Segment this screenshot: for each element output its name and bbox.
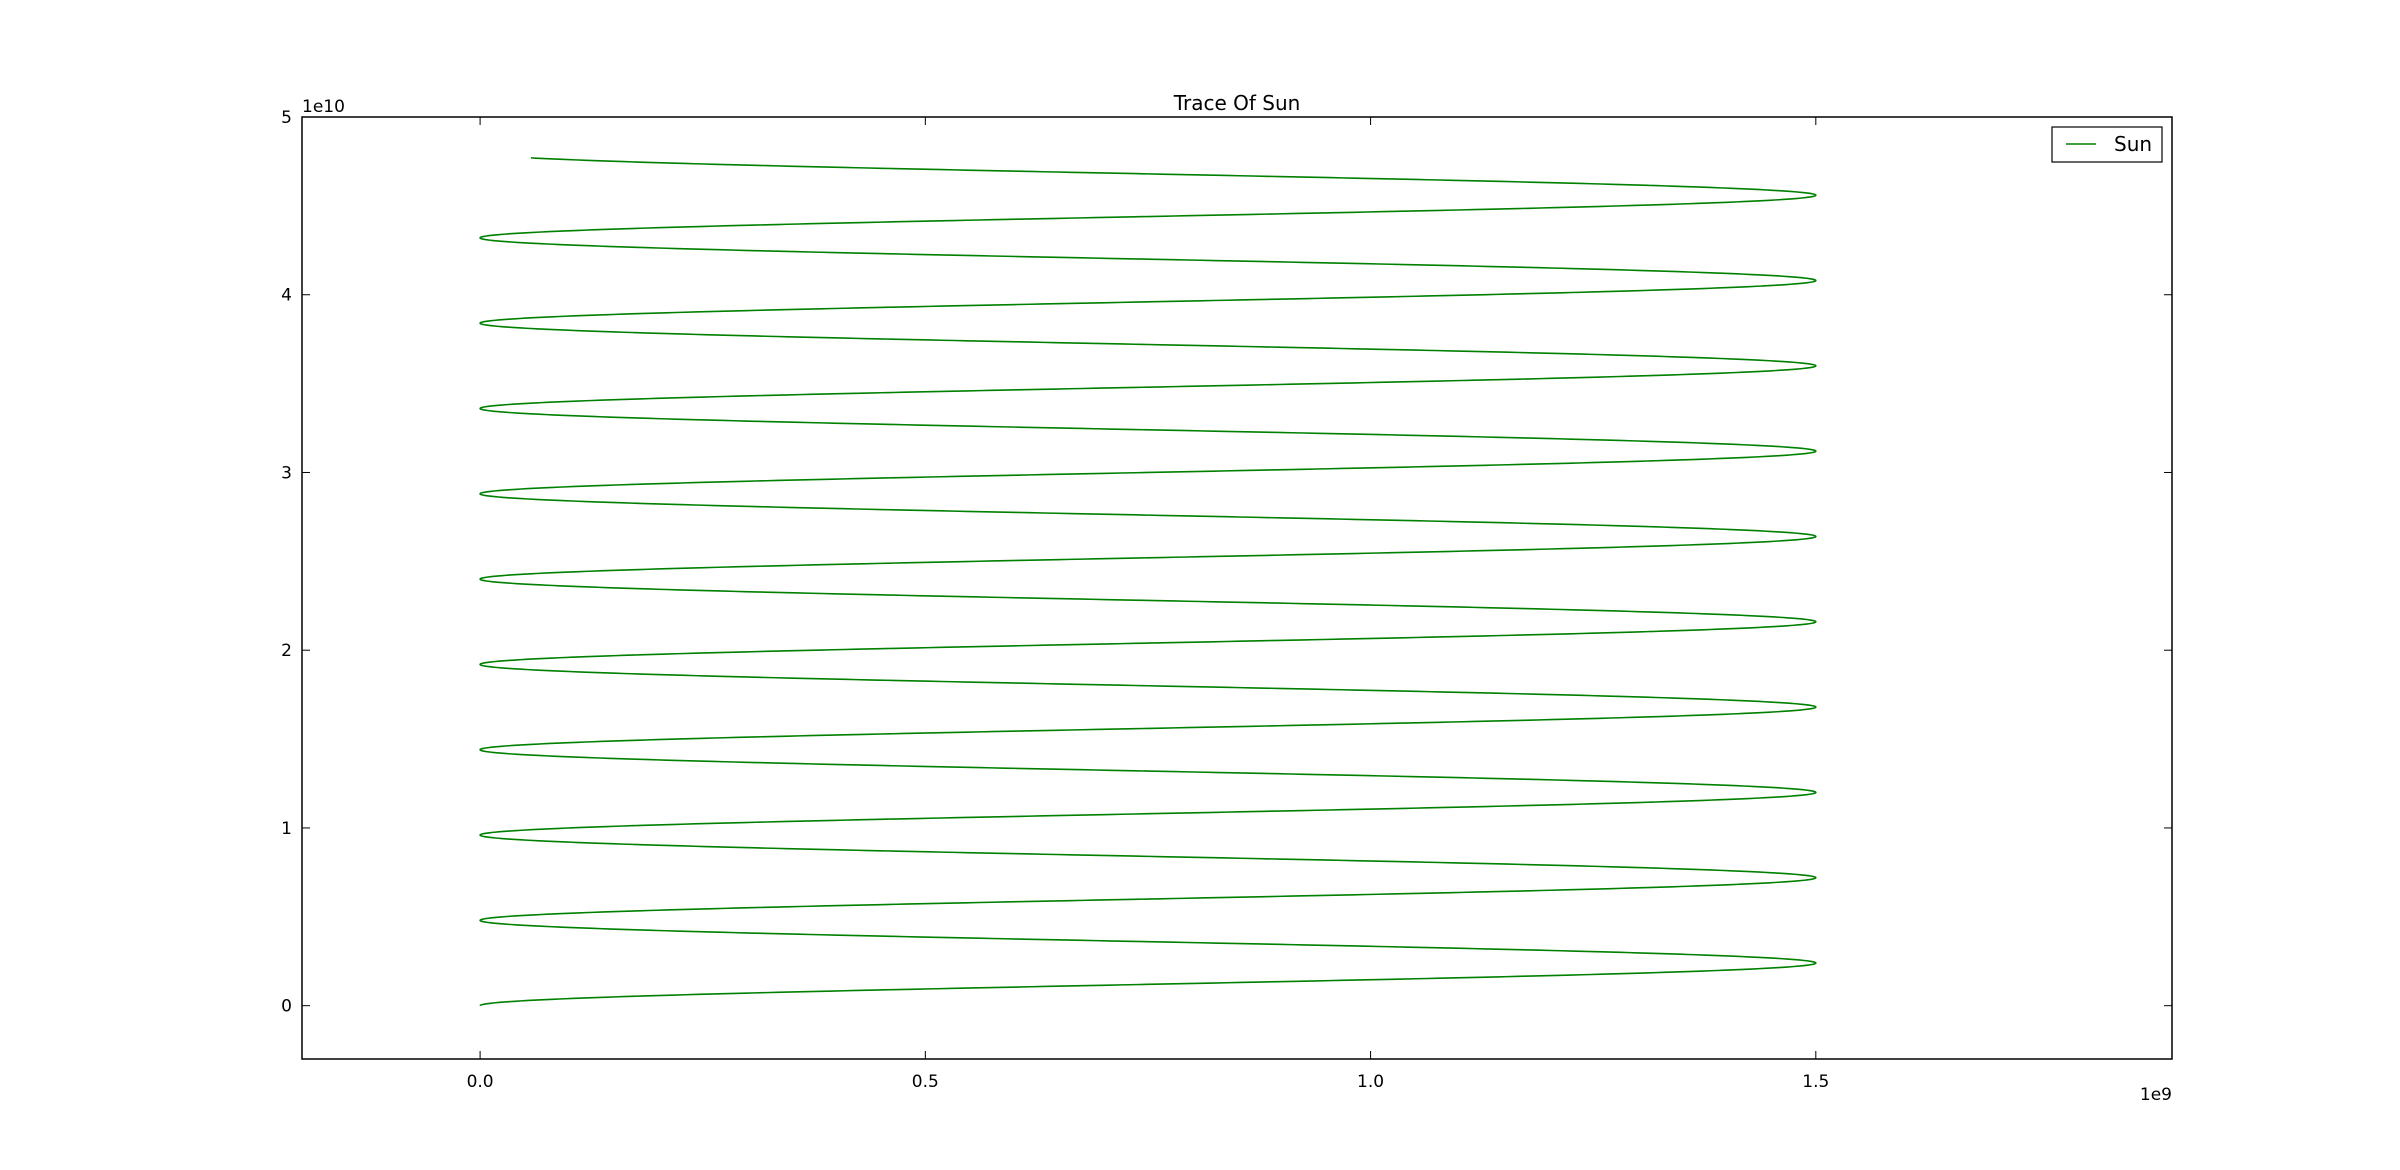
y-tick-label-0: 0 <box>281 997 292 1017</box>
y-tick-label-4: 4 <box>281 286 292 306</box>
x-offset-label: 1e9 <box>2140 1085 2172 1105</box>
y-axis: 0 1 2 3 4 5 <box>281 108 2172 1017</box>
y-tick-label-2: 2 <box>281 641 292 661</box>
series-layer <box>479 157 1817 1007</box>
y-tick-label-5: 5 <box>281 108 292 128</box>
x-tick-label-1: 0.5 <box>912 1072 939 1092</box>
x-tick-label-2: 1.0 <box>1357 1072 1384 1092</box>
x-tick-label-3: 1.5 <box>1802 1072 1829 1092</box>
chart-title: Trace Of Sun <box>1173 91 1301 115</box>
plot-frame <box>301 116 2173 1060</box>
legend: Sun <box>2051 126 2163 163</box>
series-line-sun <box>479 157 1817 1007</box>
y-tick-label-1: 1 <box>281 819 292 839</box>
y-offset-label: 1e10 <box>302 97 345 117</box>
y-tick-label-3: 3 <box>281 463 292 483</box>
x-axis: 0.0 0.5 1.0 1.5 <box>467 117 1829 1092</box>
x-tick-label-0: 0.0 <box>467 1072 494 1092</box>
legend-label-sun: Sun <box>2114 132 2152 156</box>
